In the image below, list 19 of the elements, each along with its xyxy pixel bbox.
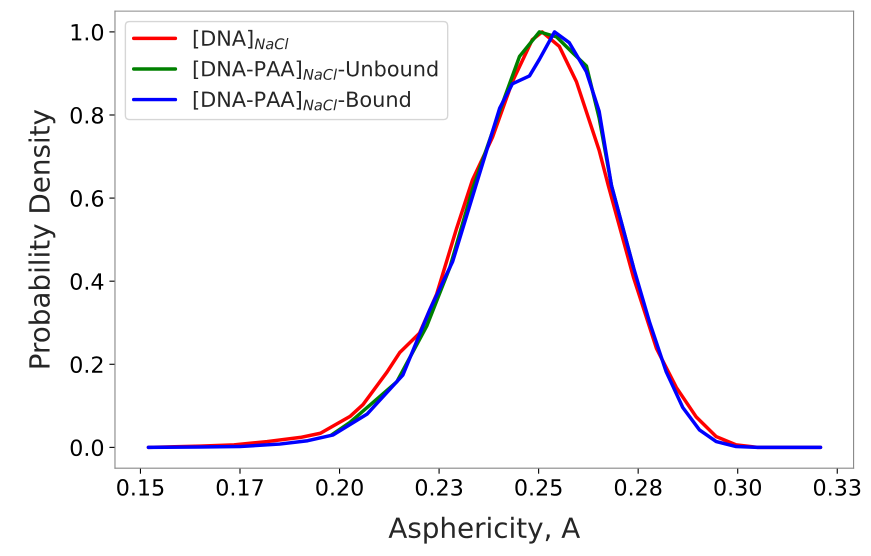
y-tick-label: 0.0 xyxy=(70,439,104,456)
y-tick-label: 0.8 xyxy=(70,106,104,124)
x-tick-label: 0.15 xyxy=(117,478,164,496)
y-tick-label: 0.2 xyxy=(70,356,102,374)
x-tick-label: 0.25 xyxy=(515,478,562,496)
x-tick-label: 0.33 xyxy=(814,478,860,496)
x-tick-label: 0.30 xyxy=(714,478,761,496)
y-tick-label: 0.6 xyxy=(70,190,104,207)
y-axis-title: Probability Density xyxy=(28,110,56,368)
x-tick-label: 0.17 xyxy=(216,478,263,496)
x-tick-label: 0.23 xyxy=(416,478,462,496)
legend-label: [DNA]$_{NaCl}$ xyxy=(194,30,288,50)
legend-label: [DNA-PAA]$_{NaCl}$-Unbound xyxy=(194,60,438,80)
x-tick-label: 0.28 xyxy=(614,478,662,496)
x-axis-title: Asphericity, A xyxy=(388,516,580,544)
legend-label: [DNA-PAA]$_{NaCl}$-Bound xyxy=(194,91,410,110)
y-tick-label: 1.0 xyxy=(72,24,104,41)
y-tick-label: 0.4 xyxy=(70,273,104,290)
x-tick-label: 0.20 xyxy=(316,478,363,496)
